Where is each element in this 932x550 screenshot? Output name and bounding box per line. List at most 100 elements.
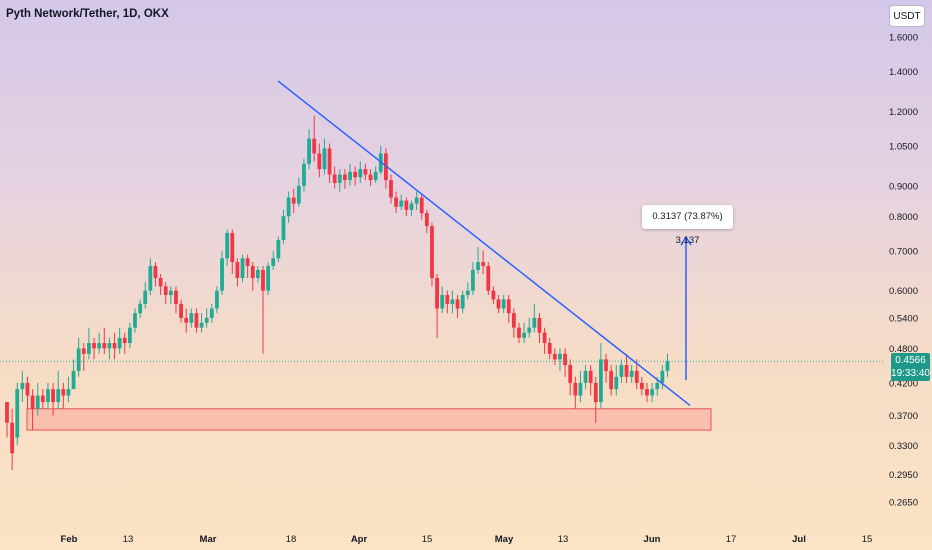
candle-body [363, 169, 368, 175]
y-tick-label: 0.4200 [889, 378, 918, 389]
candle-body [522, 332, 527, 338]
candle-body [209, 308, 214, 318]
candle-body [609, 370, 614, 390]
candle-body [599, 359, 603, 403]
y-tick-label: 1.4000 [889, 67, 918, 78]
last-price-badge: 0.4566 19:33:40 [891, 353, 930, 381]
candle-body [450, 299, 455, 304]
candle-body [358, 169, 363, 178]
x-tick-label: 15 [422, 534, 433, 545]
chart-title: Pyth Network/Tether, 1D, OKX [6, 8, 169, 20]
candle-body [563, 353, 567, 366]
candle-body [66, 389, 71, 396]
candle-body [307, 138, 311, 164]
candle-body [327, 148, 332, 175]
candle-body [194, 313, 199, 328]
candle-body [501, 299, 506, 309]
x-tick-label: Feb [61, 534, 78, 545]
candle-body [532, 317, 537, 328]
candle-body [455, 299, 460, 309]
projection-arrow-head [680, 235, 692, 246]
candle-body [445, 295, 450, 304]
candle-body [143, 290, 148, 304]
y-tick-label: 1.2000 [889, 107, 918, 118]
y-tick-label: 1.0500 [889, 141, 918, 152]
candle-body [61, 389, 66, 396]
candle-body [35, 395, 40, 409]
candle-body [394, 197, 399, 207]
candle-body [409, 203, 414, 210]
candle-body [107, 343, 112, 349]
resistance-trendline [277, 80, 691, 406]
x-tick-label: Apr [351, 534, 368, 545]
candle-body [634, 370, 639, 383]
candle-body [122, 337, 127, 344]
y-tick-label: 0.4800 [889, 344, 918, 355]
x-tick-label: 18 [286, 534, 297, 545]
y-tick-label: 0.6000 [889, 286, 918, 297]
candle-body [558, 353, 562, 360]
candle-body [506, 299, 511, 314]
candle-body [148, 266, 153, 291]
candle-body [174, 290, 178, 304]
candle-body [189, 313, 194, 323]
candle-body [578, 382, 583, 396]
candle-body [583, 370, 588, 383]
candle-body [527, 327, 532, 333]
candle-body [373, 171, 378, 181]
y-tick-label: 0.2950 [889, 470, 918, 481]
candle-body [20, 382, 25, 390]
candle-body [619, 365, 624, 377]
candle-body [158, 278, 163, 287]
candle-body [56, 389, 61, 403]
candle-body [348, 171, 352, 181]
candle-body [317, 153, 322, 170]
candle-body [255, 269, 260, 279]
candle-body [542, 332, 547, 344]
candle-body [250, 266, 255, 279]
currency-button[interactable]: USDT [889, 5, 925, 27]
candle-body [127, 327, 132, 344]
candle-body [629, 370, 634, 377]
candle-body [568, 365, 573, 383]
candle-body [204, 317, 209, 323]
candle-body [199, 322, 204, 328]
candle-body [261, 269, 265, 291]
candle-body [168, 290, 173, 296]
candle-body [430, 226, 434, 279]
x-tick-label: Jul [792, 534, 806, 545]
candle-body [87, 343, 91, 354]
candle-body [404, 200, 409, 210]
candle-body [547, 343, 552, 354]
candle-body [517, 327, 521, 338]
candle-body [322, 148, 327, 170]
candle-body [476, 262, 480, 270]
candle-body [343, 174, 347, 181]
x-tick-label: 13 [558, 534, 569, 545]
candle-body [40, 395, 45, 403]
candle-body [133, 313, 137, 328]
candle-body [552, 353, 557, 360]
candle-body [593, 382, 598, 403]
candle-body [153, 266, 158, 279]
candle-body [511, 313, 516, 328]
candle-body [102, 343, 107, 349]
candle-body [291, 197, 296, 204]
candle-body [368, 174, 373, 181]
candle-body [5, 402, 9, 423]
candle-countdown: 19:33:40 [891, 368, 930, 379]
candle-body [296, 185, 301, 204]
candle-body [353, 171, 358, 178]
candle-body [76, 348, 81, 371]
candle-body [179, 303, 183, 318]
y-tick-label: 0.9000 [889, 181, 918, 192]
candle-body [10, 422, 15, 454]
candle-body [337, 174, 342, 183]
candle-body [138, 303, 143, 314]
y-tick-label: 1.6000 [889, 33, 918, 44]
measure-label: 0.3137 (73.87%) 3,137 [642, 205, 733, 246]
x-tick-label: 13 [123, 534, 134, 545]
candle-body [240, 258, 245, 279]
